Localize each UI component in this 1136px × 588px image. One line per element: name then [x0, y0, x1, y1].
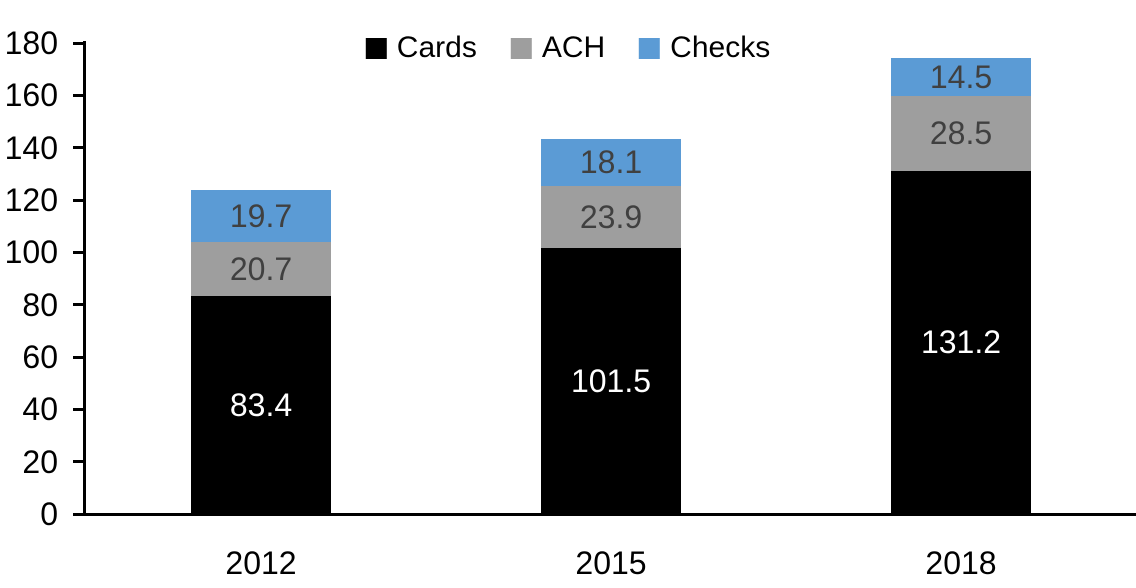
y-axis-tick: [73, 356, 83, 359]
legend-item-checks: Checks: [639, 33, 770, 63]
y-tick-label: 20: [22, 444, 58, 480]
y-axis-tick: [73, 460, 83, 463]
y-axis-tick: [73, 303, 83, 306]
legend-label-cards: Cards: [396, 31, 477, 64]
bar-value-label: 20.7: [229, 250, 293, 287]
bar-value-label: 83.4: [229, 386, 293, 423]
y-tick-label: 0: [40, 496, 58, 532]
bar-segment-cards-2018: 131.2: [891, 170, 1031, 514]
y-tick-label: 180: [4, 25, 58, 61]
x-tick-label-2018: 2018: [925, 545, 997, 581]
legend-swatch-ach: [510, 37, 532, 59]
x-tick-label-2012: 2012: [225, 545, 297, 581]
y-tick-label: 160: [4, 77, 58, 113]
y-axis-tick: [73, 94, 83, 97]
y-tick-label: 120: [4, 182, 58, 218]
y-tick-label: 140: [4, 130, 58, 166]
bar-value-label: 28.5: [929, 115, 993, 152]
y-tick-label: 40: [22, 391, 58, 427]
legend-label-ach: ACH: [541, 31, 606, 64]
bar-segment-cards-2015: 101.5: [541, 248, 681, 514]
bar-value-label: 19.7: [229, 197, 293, 234]
y-axis-tick: [73, 251, 83, 254]
legend-label-checks: Checks: [670, 31, 771, 64]
bar-value-label: 23.9: [579, 199, 643, 236]
x-axis-line: [83, 513, 1136, 516]
y-tick-label: 100: [4, 234, 58, 270]
bar-segment-ach-2015: 23.9: [541, 185, 681, 249]
bar-segment-ach-2012: 20.7: [191, 241, 331, 296]
legend-item-ach: ACH: [510, 31, 606, 64]
y-tick-label: 60: [22, 339, 58, 375]
y-axis-tick: [73, 513, 83, 516]
bar-value-label: 14.5: [929, 59, 993, 96]
y-axis-tick: [73, 42, 83, 45]
legend-swatch-checks: [639, 37, 661, 59]
x-tick-label-2015: 2015: [575, 545, 647, 581]
y-axis-tick: [73, 146, 83, 149]
bar-value-label: 131.2: [920, 324, 1002, 361]
y-axis-tick: [73, 408, 83, 411]
y-axis-line: [83, 41, 86, 515]
bar-segment-checks-2018: 14.5: [891, 58, 1031, 97]
bar-value-label: 18.1: [579, 144, 643, 181]
bar-segment-ach-2018: 28.5: [891, 96, 1031, 171]
bar-value-label: 101.5: [570, 363, 652, 400]
bar-segment-checks-2015: 18.1: [541, 138, 681, 186]
legend-item-cards: Cards: [365, 31, 477, 64]
y-tick-label: 80: [22, 287, 58, 323]
legend: Cards ACH Checks: [365, 31, 770, 64]
bar-segment-checks-2012: 19.7: [191, 190, 331, 242]
y-axis-tick: [73, 199, 83, 202]
bar-segment-cards-2012: 83.4: [191, 295, 331, 514]
legend-swatch-cards: [365, 37, 387, 59]
